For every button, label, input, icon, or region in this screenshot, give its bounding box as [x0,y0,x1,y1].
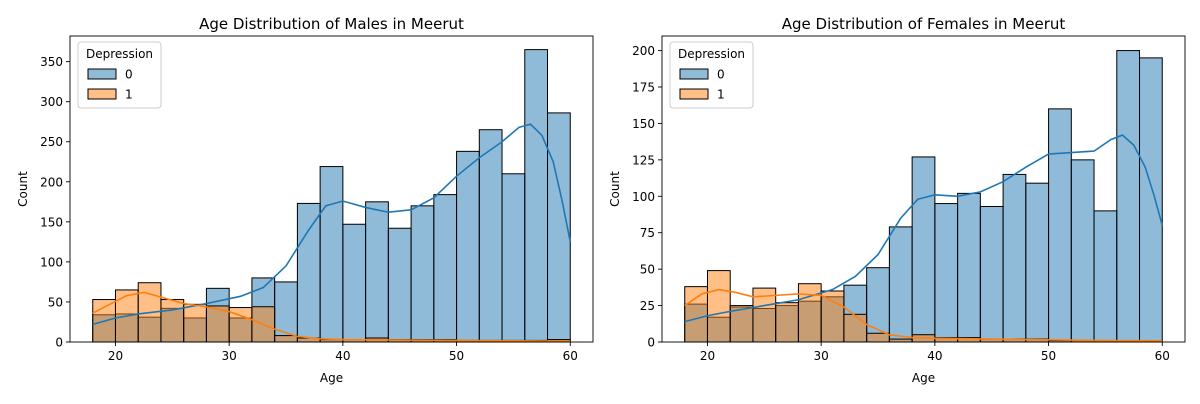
legend: Depression 0 1 [669,41,754,109]
x-tick-label: 40 [927,349,942,363]
bar-series-0-bin-12 [957,192,981,343]
y-tick-label: 75 [640,226,655,240]
bar-series-0-bin-8 [866,267,890,343]
y-tick-label: 125 [632,153,655,167]
chart-title: Age Distribution of Males in Meerut [199,15,464,33]
bar-series-0-bin-19 [524,49,549,343]
bar-series-1-bin-7 [843,313,868,343]
bar-series-1-bin-3 [160,299,185,343]
bar-series-1-bin-8 [866,332,890,343]
bar-series-1-bin-0 [684,286,708,343]
y-tick-label: 250 [40,135,63,149]
x-tick-label: 20 [700,349,715,363]
x-tick-label: 50 [1041,349,1056,363]
bar-series-1-bin-8 [274,335,298,343]
bar-series-1-bin-1 [706,270,731,343]
bar-series-1-bin-4 [183,303,207,343]
x-tick-label: 20 [108,349,123,363]
chart-title: Age Distribution of Females in Meerut [782,15,1066,33]
bar-series-1-bin-4 [775,302,799,343]
y-tick-label: 100 [40,255,63,269]
y-tick-label: 200 [632,44,655,58]
legend-swatch-1 [679,88,709,100]
x-tick-label: 50 [449,349,464,363]
y-tick-label: 175 [632,81,655,95]
bar-series-0-bin-12 [365,201,389,343]
bar-series-0-bin-11 [342,223,367,343]
kde-line-series-1 [92,291,571,342]
bar-series-0-bin-13 [979,205,1004,343]
bar-series-0-bin-18 [1093,210,1118,343]
bar-series-0-bin-20 [1139,57,1163,343]
bar-series-0-bin-16 [1048,108,1072,343]
x-tick-label: 40 [335,349,350,363]
legend-swatch-0 [679,68,709,80]
x-tick-label: 60 [563,349,578,363]
y-tick-label: 150 [632,117,655,131]
x-tick-label: 30 [222,349,237,363]
x-tick-label: 30 [814,349,829,363]
bar-series-0-bin-15 [1025,182,1050,343]
bar-series-0-bin-15 [433,194,458,343]
legend-label-0: 0 [717,68,725,82]
legend-label-1: 1 [717,88,725,102]
bar-series-0-bin-11 [934,203,959,343]
y-tick-label: 150 [40,215,63,229]
chart-females: 20 30 40 50 60 0 25 50 75 100 125 150 175 200 Age Dist… [608,15,1186,385]
legend-label-0: 0 [125,68,133,82]
bar-series-0-bin-9 [888,226,913,343]
kde-line-series-1 [684,288,1163,342]
y-tick-label: 25 [640,299,655,313]
x-axis-label: Age [320,371,343,385]
x-axis-label: Age [912,371,935,385]
kde-line-series-0 [92,123,572,326]
y-tick-label: 0 [55,336,63,350]
x-tick-label: 60 [1155,349,1170,363]
y-tick-label: 50 [48,295,63,309]
bar-series-0-bin-18 [501,173,526,343]
legend-swatch-0 [87,68,117,80]
y-tick-label: 300 [40,95,63,109]
y-axis-label: Count [608,171,622,207]
legend: Depression 0 1 [77,41,162,109]
y-tick-label: 50 [640,263,655,277]
y-tick-label: 200 [40,175,63,189]
y-tick-label: 100 [632,190,655,204]
y-tick-label: 350 [40,55,63,69]
bar-series-0-bin-9 [296,202,321,343]
kde-line-series-0 [684,134,1164,323]
bar-series-1-bin-6 [820,290,845,343]
y-axis-label: Count [16,171,30,207]
bar-series-0-bin-16 [456,150,480,343]
bar-series-0-bin-17 [1070,159,1095,343]
axes-frame [69,35,594,343]
y-tick-label: 0 [647,336,655,350]
bar-series-0-bin-19 [1116,50,1141,343]
chart-males: 20 30 40 50 60 0 50 100 150 200 250 300 350 Age Distr… [16,15,594,385]
bar-series-0-bin-14 [410,205,435,343]
bar-series-0-bin-13 [387,227,412,343]
bar-series-0-bin-17 [478,129,503,343]
bar-series-1-bin-5 [797,283,822,343]
legend-title: Depression [86,47,153,61]
legend-label-1: 1 [125,88,133,102]
legend-title: Depression [678,47,745,61]
bar-series-0-bin-14 [1002,173,1027,343]
legend-swatch-1 [87,88,117,100]
bar-series-0-bin-10 [911,156,936,343]
bar-series-0-bin-10 [319,166,344,343]
axes-frame [661,35,1186,343]
